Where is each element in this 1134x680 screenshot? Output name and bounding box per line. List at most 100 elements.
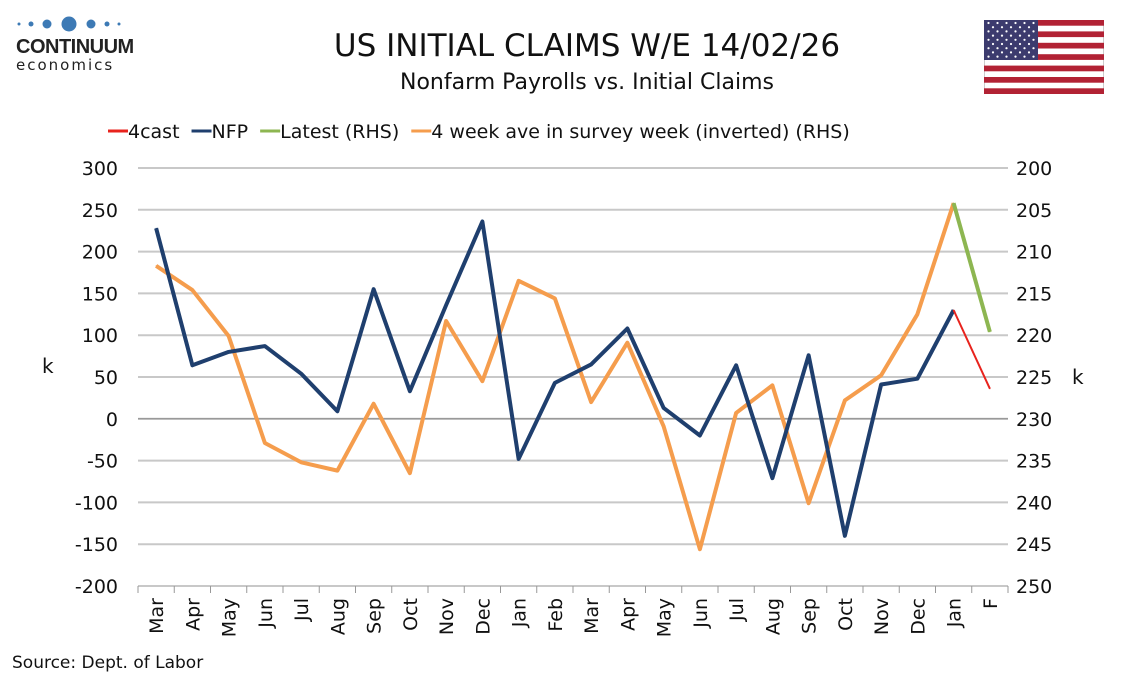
data-point: [228, 335, 230, 337]
logo-subtitle: economics: [16, 56, 115, 74]
data-point: [771, 384, 773, 386]
logo-name: CONTINUUM: [16, 36, 134, 58]
flag-star: [987, 55, 990, 58]
flag-star: [1000, 34, 1004, 37]
flag-star: [1018, 26, 1022, 29]
y-tick-label: 300: [82, 158, 118, 180]
y2-tick-label: 205: [1016, 200, 1052, 222]
y-axis-label: k: [42, 354, 54, 378]
y-tick-label: 100: [82, 325, 118, 347]
flag-star: [1009, 26, 1013, 29]
flag-star: [1014, 47, 1017, 50]
y-tick-label: 200: [82, 242, 118, 264]
flag-star: [1018, 51, 1022, 54]
x-tick-label: Dec: [472, 598, 494, 635]
data-point: [191, 364, 193, 366]
series-line-4cast: [952, 309, 991, 390]
x-tick-label: Jun: [255, 598, 277, 629]
series-line-nfp: [154, 219, 956, 538]
x-tick-label: Apr: [182, 598, 204, 631]
y2-tick-label: 215: [1016, 283, 1052, 305]
data-point: [264, 345, 266, 347]
y-tick-label: 0: [106, 409, 118, 431]
x-tick-label: Mar: [146, 598, 168, 634]
flag-star: [1005, 30, 1008, 33]
flag-star: [996, 30, 999, 33]
data-point: [518, 280, 520, 282]
data-point: [445, 304, 447, 306]
y2-tick-label: 235: [1016, 451, 1052, 473]
flag-star: [996, 47, 999, 50]
y2-tick-label: 250: [1016, 576, 1052, 598]
legend-label: 4cast: [128, 121, 180, 143]
data-point: [626, 328, 628, 330]
x-tick-label: Oct: [400, 598, 422, 631]
flag-star: [1032, 30, 1035, 33]
x-tick-label: May: [654, 598, 676, 637]
x-tick-label: Jan: [509, 598, 531, 628]
x-tick-label: Sep: [364, 598, 386, 634]
data-point: [373, 403, 375, 405]
x-tick-label: F: [980, 598, 1002, 609]
data-point: [590, 363, 592, 365]
data-point: [735, 364, 737, 366]
x-tick-label: Dec: [907, 598, 929, 635]
x-tick-label: Sep: [799, 598, 821, 634]
flag-star: [1032, 55, 1035, 58]
data-point: [699, 435, 701, 437]
y2-tick-label: 240: [1016, 492, 1052, 514]
x-tick-label: Apr: [617, 598, 639, 631]
data-point: [663, 425, 665, 427]
data-point: [191, 289, 193, 291]
y-tick-label: 150: [82, 283, 118, 305]
flag-star: [1000, 51, 1004, 54]
data-point: [953, 202, 955, 204]
series-line-latest: [951, 202, 992, 333]
data-point: [373, 288, 375, 290]
flag-star: [1018, 42, 1022, 46]
x-tick-label: Jun: [690, 598, 712, 629]
y2-axis-label: k: [1072, 365, 1084, 389]
flag-star: [987, 47, 990, 50]
data-point: [771, 477, 773, 479]
x-tick-label: Jul: [726, 598, 748, 622]
data-point: [481, 380, 483, 382]
flag-star: [1018, 34, 1022, 37]
flag-star: [987, 21, 990, 25]
y-tick-label: -100: [75, 492, 118, 514]
flag-star: [1023, 55, 1026, 58]
flag-star: [1032, 38, 1035, 41]
data-point: [155, 227, 157, 229]
flag-star: [1032, 47, 1035, 50]
data-point: [953, 309, 955, 311]
y2-tick-label: 225: [1016, 367, 1052, 389]
flag-star: [1023, 47, 1026, 50]
x-tick-label: Jul: [291, 598, 313, 622]
y-tick-label: -50: [87, 451, 118, 473]
flag-star: [1000, 26, 1004, 29]
flag-star: [1027, 42, 1031, 46]
flag-star: [1009, 51, 1013, 54]
data-point: [300, 461, 302, 463]
chart-subtitle: Nonfarm Payrolls vs. Initial Claims: [400, 70, 774, 95]
logo-dots-icon: [17, 16, 121, 32]
flag-star: [991, 42, 995, 46]
x-tick-label: Aug: [762, 598, 784, 635]
y2-tick-label: 230: [1016, 409, 1052, 431]
data-point: [989, 331, 991, 333]
y-tick-label: -150: [75, 534, 118, 556]
x-tick-label: May: [219, 598, 241, 637]
data-point: [808, 354, 810, 356]
y2-tick-label: 210: [1016, 242, 1052, 264]
flag-star: [1005, 55, 1008, 58]
data-point: [916, 313, 918, 315]
data-point: [590, 401, 592, 403]
data-point: [880, 384, 882, 386]
y2-tick-label: 220: [1016, 325, 1052, 347]
flag-star: [1000, 42, 1004, 46]
x-tick-label: Mar: [581, 598, 603, 634]
x-tick-label: Feb: [545, 598, 567, 632]
us-flag-icon: [984, 20, 1104, 94]
data-point: [409, 472, 411, 474]
